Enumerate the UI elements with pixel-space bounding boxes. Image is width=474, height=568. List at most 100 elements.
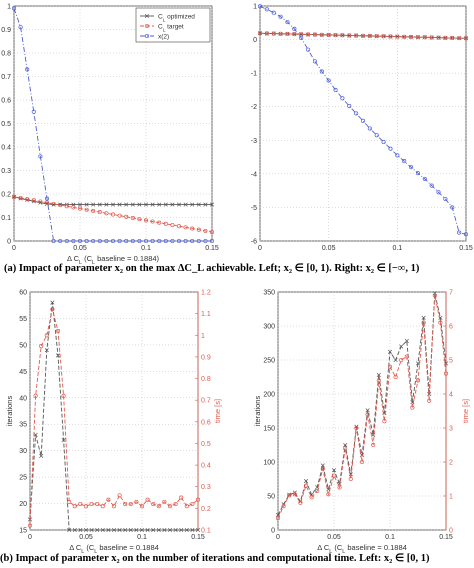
- chart-bottom-right-ytick-label: 250: [263, 358, 275, 365]
- chart-bottom-right-ytick-label: 0: [271, 528, 275, 535]
- chart-bottom-left-series-time-point: [134, 499, 139, 504]
- chart-top-left-ytick-label: 0.4: [1, 145, 11, 152]
- chart-bottom-right-xtick-label: 0.1: [385, 534, 395, 541]
- chart-top-right-series-x-2--point: [347, 103, 352, 109]
- chart-top-right-series-c-l-target-point: [319, 32, 324, 37]
- chart-top-right-series-x-2--point: [429, 183, 434, 188]
- chart-bottom-left-series-iterations-point: [95, 527, 100, 533]
- chart-top-left-series-c-l-target-point: [110, 212, 116, 217]
- chart-top-left-series-c-l-target-point: [91, 208, 96, 213]
- chart-bottom-left-series-iterations-point: [167, 527, 173, 533]
- chart-top-left-series-c-l-optimized-point: [91, 202, 96, 207]
- chart-top-left-series-c-l-target-point: [104, 211, 109, 216]
- chart-top-right-ytick-label: -2: [251, 104, 257, 111]
- chart-top-right-series-c-l-target-line: [259, 32, 467, 39]
- chart-top-right-series-x-2--point: [278, 14, 283, 19]
- chart-top-left-series-c-l-target-point: [163, 221, 168, 226]
- chart-top-left-series-x-2--point: [196, 238, 201, 244]
- chart-top-left-series-x-2--point: [104, 238, 109, 244]
- chart-top-left-series-x-2--point: [38, 154, 43, 159]
- chart-bottom-left-series-time-point: [179, 495, 184, 500]
- chart-top-left-series-c-l-target-point: [84, 207, 89, 212]
- chart-bottom-right-series-time-point: [382, 419, 387, 424]
- chart-top-right-xtick-label: 0.05: [322, 245, 336, 252]
- chart-top-right-series-c-l-target-point: [360, 33, 366, 38]
- chart-top-right-series-x-2--point: [285, 20, 290, 25]
- chart-top-left-series-x-2--point: [143, 238, 149, 244]
- chart-bottom-left-ytick-label: 35: [19, 422, 27, 429]
- chart-top-right-series-c-l-target-point: [443, 35, 448, 40]
- caption-a: (a) Impact of parameter x₂ on the max ΔC…: [4, 262, 419, 274]
- chart-top-left-series-c-l-target-point: [183, 225, 188, 230]
- chart-top-left-xtick-label: 0.05: [73, 245, 87, 252]
- chart-top-left-series-x-2--point: [130, 238, 135, 244]
- chart-top-left-series-c-l-optimized-point: [110, 202, 116, 207]
- chart-top-right-series-x-2--point: [319, 69, 324, 74]
- chart-bottom-right-series-time-point: [415, 378, 421, 383]
- chart-bottom-left-ytick-label: 30: [19, 448, 27, 455]
- chart-top-right-series-x-2--point: [333, 87, 338, 92]
- chart-top-right-series-c-l-target-point: [381, 34, 386, 39]
- chart-top-right-series-c-l-target-point: [395, 34, 400, 39]
- chart-bottom-right-series-time-point: [438, 320, 443, 325]
- chart-bottom-left-ytick-label: 60: [19, 290, 27, 297]
- chart-bottom-left-ytick-label: 55: [19, 316, 27, 323]
- chart-top-left-series-c-l-target-point: [117, 213, 122, 218]
- chart-top-right-series-x-2--point: [292, 26, 297, 31]
- chart-bottom-right-y2tick-label: 1: [449, 494, 453, 501]
- chart-bottom-right-y2tick-label: 3: [449, 426, 453, 433]
- chart-top-left-series-c-l-target-point: [25, 197, 30, 202]
- chart-bottom-left-series-time-point: [184, 504, 189, 509]
- chart-bottom-right-series-iterations-point: [376, 372, 381, 378]
- chart-top-right-series-x-2--point: [395, 153, 400, 158]
- chart-top-left-series-c-l-optimized-point: [58, 202, 63, 207]
- chart-top-right-series-x-2--point: [306, 47, 311, 52]
- chart-bottom-right-series-time-point: [309, 495, 314, 500]
- chart-top-left-ytick-label: 0.6: [1, 98, 11, 105]
- chart-top-left-series-c-l-target-point: [176, 224, 182, 229]
- chart-top-left-series-c-l-target-point: [97, 210, 102, 215]
- chart-bottom-right-ytick-label: 300: [263, 324, 275, 331]
- chart-top-left-series-c-l-target-point: [196, 227, 201, 232]
- chart-top-left-series-c-l-target-point: [77, 206, 83, 211]
- chart-bottom-right-series-iterations-point: [348, 472, 353, 477]
- chart-bottom-left-xtick-label: 0.15: [191, 534, 205, 541]
- chart-top-left-ytick-label: 0.9: [1, 27, 11, 34]
- chart-top-left-series-x-2--point: [84, 238, 89, 244]
- chart-top-left-series-c-l-target-point: [11, 194, 17, 199]
- chart-bottom-right-frame: [277, 291, 447, 531]
- chart-top-left-series-c-l-optimized-point: [143, 202, 149, 207]
- chart-bottom-right-series-iterations-point: [387, 349, 393, 354]
- chart-top-right-xtick-label: 0.1: [392, 245, 402, 252]
- chart-top-left-legend-label: CL target: [158, 24, 184, 33]
- chart-top-left-series-c-l-optimized-point: [190, 202, 195, 207]
- chart-top-left-series-x-2--line: [13, 8, 212, 242]
- chart-top-left-legend-marker: [144, 23, 150, 29]
- chart-bottom-left-series-iterations-point: [111, 527, 117, 533]
- chart-top-right-series-c-l-target-point: [402, 34, 407, 39]
- chart-top-right-ytick-label: -3: [251, 138, 257, 145]
- chart-bottom-left-series-time-point: [72, 504, 77, 509]
- chart-top-right-series-x-2--point: [457, 230, 462, 235]
- chart-bottom-right-series-time-point: [443, 371, 449, 376]
- chart-top-right-series-x-2--point: [436, 190, 441, 195]
- chart-bottom-left-series-iterations-point: [195, 527, 201, 533]
- chart-top-left-legend-label: x(2): [158, 34, 169, 41]
- chart-top-right-series-c-l-target-point: [450, 35, 455, 41]
- chart-top-left-series-x-2--point: [51, 238, 56, 244]
- chart-top-right-series-x-2--point: [367, 126, 372, 131]
- chart-top-right-series-c-l-target-point: [457, 36, 462, 41]
- chart-top-left-series-c-l-optimized-point: [97, 202, 102, 207]
- chart-bottom-left-series-iterations-point: [72, 527, 77, 533]
- chart-bottom-right-y2tick-label: 4: [449, 392, 453, 399]
- chart-bottom-left-xtick-label: 0.05: [79, 534, 93, 541]
- chart-bottom-left-ytick-label: 40: [19, 395, 27, 402]
- chart-bottom-left-series-time-point: [106, 497, 111, 502]
- chart-bottom-left-series-time-point: [78, 501, 83, 507]
- chart-top-left-ytick-label: 0.5: [1, 121, 11, 128]
- chart-top-left-series-c-l-target-point: [143, 218, 149, 223]
- chart-top-right-series-c-l-target-point: [333, 33, 338, 38]
- chart-top-left-series-x-2--point: [44, 196, 50, 201]
- chart-top-left-series-c-l-target-point: [18, 195, 23, 201]
- chart-bottom-left-series-time-point: [145, 497, 150, 502]
